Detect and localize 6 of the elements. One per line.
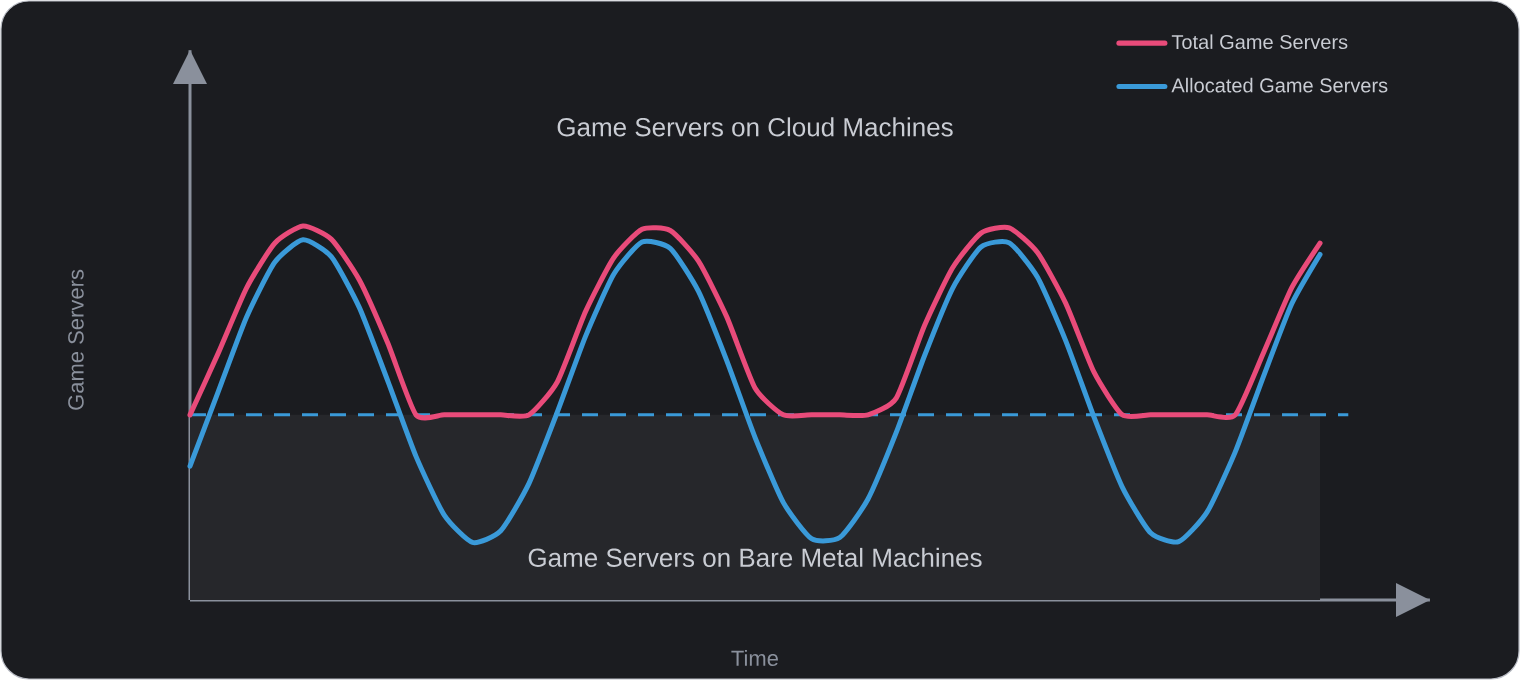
legend-label: Total Game Servers: [1171, 34, 1348, 50]
text: Game Servers on Cloud Machines: [557, 117, 953, 137]
legend-label: Allocated Game Servers: [1171, 77, 1388, 93]
x-axis-title: Time: [731, 649, 778, 667]
y-axis-title: Game Servers: [68, 269, 84, 410]
band-label: Game Servers on Bare Metal Machines: [528, 547, 982, 567]
